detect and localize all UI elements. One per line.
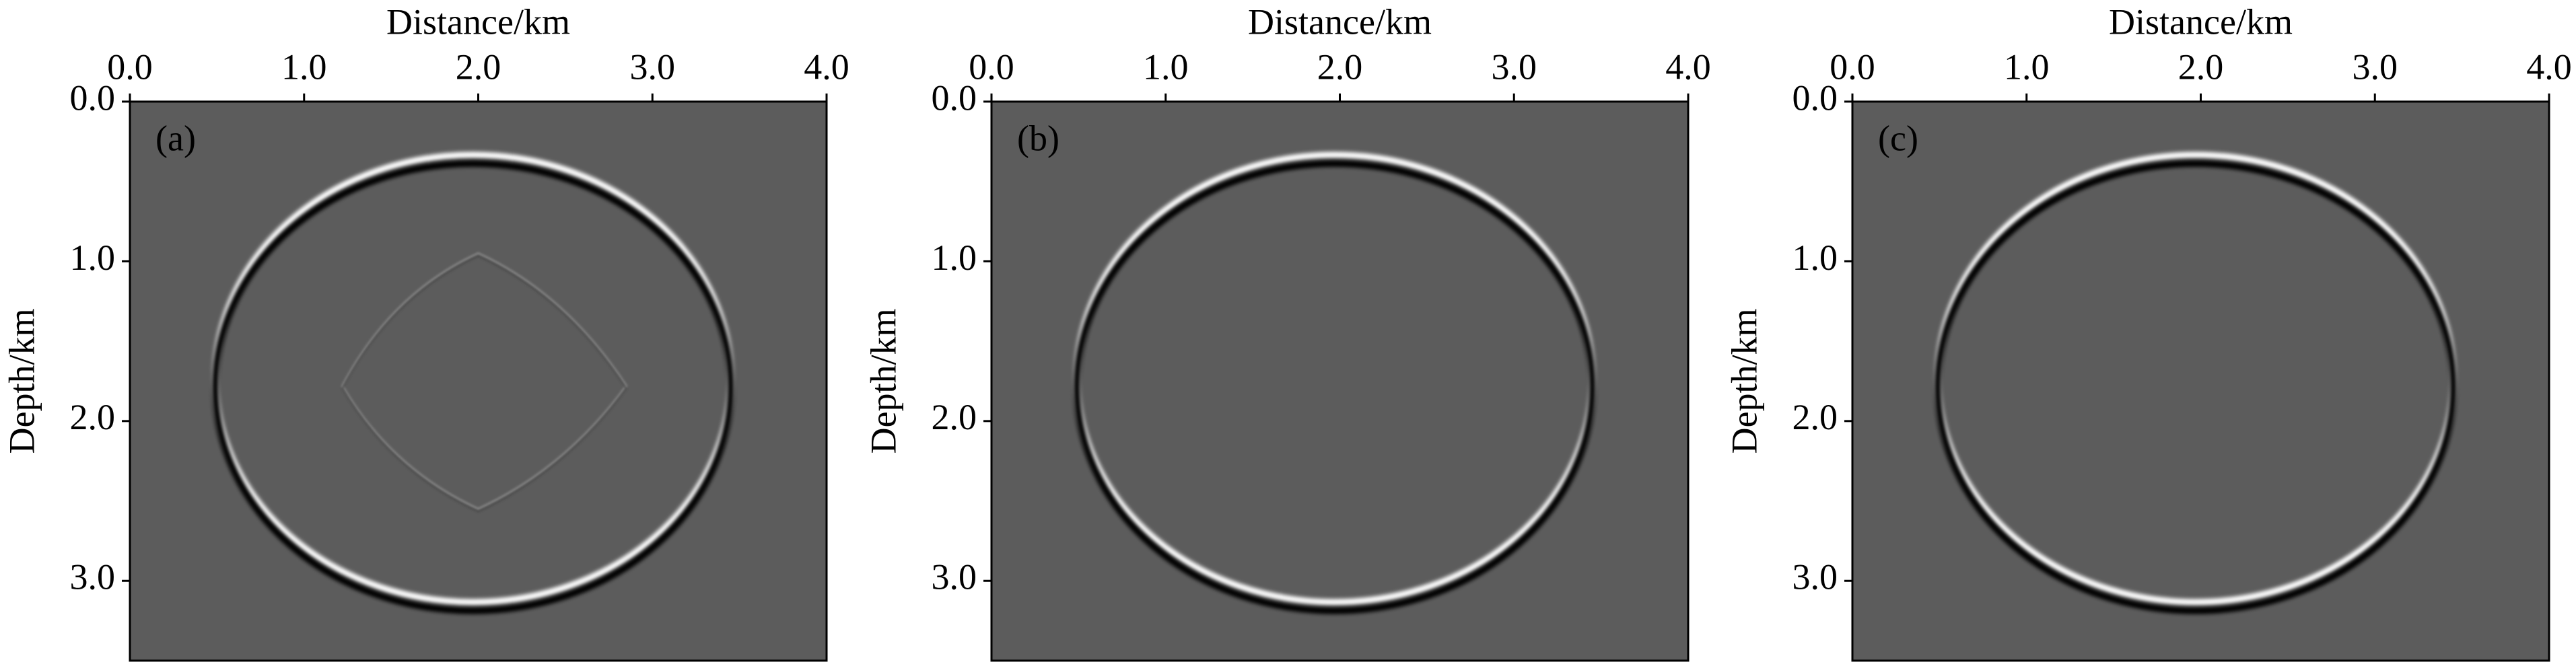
y-axis-label: Depth/km xyxy=(1724,309,1764,454)
x-tick-label: 3.0 xyxy=(630,46,676,87)
panel-label: (c) xyxy=(1878,118,1918,158)
panel-label: (b) xyxy=(1017,118,1059,158)
y-tick-label: 1.0 xyxy=(70,237,116,278)
y-tick-label: 3.0 xyxy=(1792,557,1838,597)
plot-background xyxy=(130,102,827,661)
y-axis-label: Depth/km xyxy=(1,309,42,454)
y-tick-label: 0.0 xyxy=(70,77,116,118)
panel: 0.0 1.0 2.0 3.0 4.0 0.0 1.0 2.0 3.0 Distance/km De… xyxy=(1,1,849,662)
x-tick-label: 4.0 xyxy=(804,46,849,87)
x-axis-label: Distance/km xyxy=(2109,1,2293,42)
y-tick-label: 3.0 xyxy=(70,557,116,597)
x-tick-label: 2.0 xyxy=(1317,46,1363,87)
x-tick-label: 4.0 xyxy=(2526,46,2572,87)
x-tick-label: 2.0 xyxy=(456,46,501,87)
y-tick-label: 1.0 xyxy=(932,237,977,278)
panel: 0.0 1.0 2.0 3.0 4.0 0.0 1.0 2.0 3.0 Distance/km De… xyxy=(863,1,1711,662)
x-tick-label: 1.0 xyxy=(1143,46,1189,87)
y-tick-label: 0.0 xyxy=(1792,77,1838,118)
x-tick-label: 0.0 xyxy=(107,46,153,87)
x-tick-label: 1.0 xyxy=(2004,46,2050,87)
x-axis-label: Distance/km xyxy=(386,1,570,42)
plot-background xyxy=(991,102,1688,661)
y-tick-label: 3.0 xyxy=(932,557,977,597)
x-axis-label: Distance/km xyxy=(1248,1,1432,42)
y-tick-label: 2.0 xyxy=(1792,397,1838,437)
plot-background xyxy=(1852,102,2549,661)
wavefront-black xyxy=(1073,160,1596,614)
y-tick-label: 2.0 xyxy=(932,397,977,437)
x-tick-label: 2.0 xyxy=(2178,46,2224,87)
x-tick-label: 0.0 xyxy=(1830,46,1875,87)
wavefront-black xyxy=(1934,160,2457,614)
x-tick-label: 3.0 xyxy=(2353,46,2398,87)
panel: 0.0 1.0 2.0 3.0 4.0 0.0 1.0 2.0 3.0 Distance/km De… xyxy=(1724,1,2572,662)
x-tick-label: 1.0 xyxy=(281,46,327,87)
y-axis-label: Depth/km xyxy=(863,309,903,454)
x-tick-label: 4.0 xyxy=(1665,46,1711,87)
panel-label: (a) xyxy=(155,118,196,158)
y-tick-label: 0.0 xyxy=(932,77,977,118)
y-tick-label: 1.0 xyxy=(1792,237,1838,278)
wavefront-black xyxy=(211,160,734,614)
x-tick-label: 0.0 xyxy=(969,46,1014,87)
inner-artifact xyxy=(341,252,628,511)
y-tick-label: 2.0 xyxy=(70,397,116,437)
inner-artifact-dark xyxy=(341,255,627,513)
x-tick-label: 3.0 xyxy=(1492,46,1537,87)
